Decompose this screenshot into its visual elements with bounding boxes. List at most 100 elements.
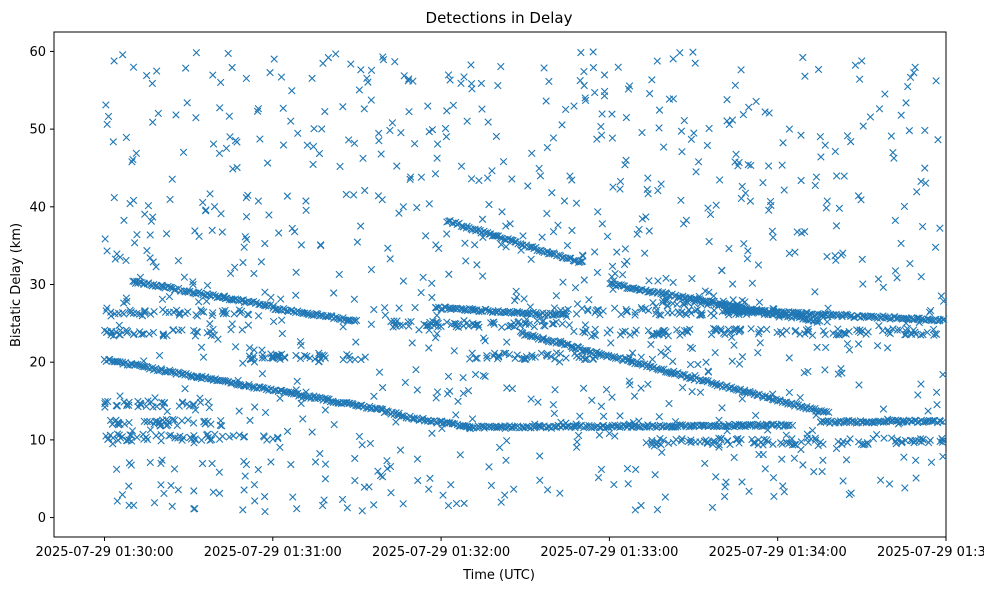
data-point: [431, 333, 440, 342]
data-point: [893, 436, 902, 444]
data-point: [242, 212, 251, 221]
data-point: [470, 423, 478, 432]
data-point: [118, 51, 127, 59]
data-point: [238, 326, 246, 334]
data-point: [126, 309, 134, 317]
data-point: [417, 173, 426, 181]
data-point: [279, 104, 287, 112]
data-point: [715, 443, 723, 451]
data-point: [269, 317, 278, 326]
data-point: [456, 451, 464, 459]
data-point: [938, 438, 947, 447]
data-point: [919, 330, 927, 339]
data-point: [704, 368, 713, 376]
data-point: [378, 383, 387, 392]
data-point: [679, 300, 687, 308]
data-point: [906, 73, 915, 81]
data-point: [258, 354, 266, 362]
data-point: [228, 320, 236, 328]
data-point: [663, 295, 671, 304]
data-point: [189, 278, 197, 286]
data-point: [405, 75, 413, 83]
data-point: [442, 133, 451, 141]
data-point: [825, 408, 833, 416]
data-point: [812, 173, 821, 181]
data-point: [481, 372, 489, 381]
data-point: [778, 440, 787, 448]
data-point: [230, 310, 238, 318]
data-point: [875, 105, 884, 113]
data-point: [146, 231, 154, 239]
data-point: [149, 403, 157, 411]
data-point: [744, 247, 752, 255]
data-point: [873, 341, 882, 350]
data-point: [478, 272, 487, 280]
data-point: [224, 49, 232, 58]
data-point: [316, 449, 324, 458]
data-point: [308, 428, 316, 436]
data-point: [813, 343, 821, 352]
data-point: [488, 167, 496, 175]
data-point: [637, 353, 645, 361]
data-point: [593, 306, 602, 314]
data-point: [746, 420, 754, 429]
data-point: [769, 473, 778, 482]
data-point: [413, 455, 422, 463]
data-point: [445, 387, 454, 395]
data-point: [704, 204, 712, 212]
data-point: [311, 355, 319, 363]
data-point: [643, 185, 651, 194]
data-point: [123, 297, 131, 306]
data-point: [350, 139, 359, 148]
data-point: [751, 411, 760, 420]
data-point: [206, 320, 214, 328]
data-point: [147, 217, 156, 225]
data-point: [468, 415, 477, 423]
data-point: [589, 355, 597, 363]
data-point: [782, 326, 791, 335]
data-point: [140, 417, 148, 426]
data-point: [782, 438, 791, 447]
data-point: [320, 496, 328, 504]
data-point: [130, 239, 139, 247]
data-point: [648, 440, 656, 449]
data-point: [137, 401, 145, 409]
data-point: [831, 251, 839, 260]
data-point: [507, 309, 516, 317]
data-point: [768, 227, 777, 235]
data-point: [509, 485, 518, 493]
data-point: [680, 116, 689, 125]
data-point: [193, 328, 202, 336]
data-point: [576, 76, 584, 85]
x-tick-label: 2025-07-29 01:34:00: [709, 545, 847, 560]
data-point: [735, 439, 743, 447]
data-point: [683, 298, 692, 307]
data-point: [130, 329, 138, 338]
data-point: [650, 442, 658, 450]
data-point: [319, 59, 327, 68]
data-point: [623, 464, 632, 473]
data-point: [796, 393, 804, 402]
data-point: [506, 220, 514, 228]
data-point: [709, 437, 717, 446]
data-point: [832, 172, 841, 180]
data-point: [447, 480, 455, 489]
data-point: [490, 320, 498, 328]
data-point: [347, 60, 355, 68]
data-point: [208, 311, 216, 320]
data-point: [273, 353, 282, 362]
data-point: [576, 412, 584, 420]
data-point: [174, 486, 182, 494]
data-point: [242, 460, 251, 469]
data-point: [358, 441, 366, 449]
data-point: [226, 133, 234, 141]
data-point: [906, 436, 915, 444]
data-point: [744, 160, 752, 169]
data-point: [610, 304, 619, 312]
x-tick-label: 2025-07-29 01:31:00: [204, 545, 342, 560]
data-point: [749, 439, 758, 447]
data-point: [637, 303, 646, 312]
data-point: [452, 499, 461, 508]
data-point: [706, 210, 715, 219]
data-point: [800, 369, 809, 377]
